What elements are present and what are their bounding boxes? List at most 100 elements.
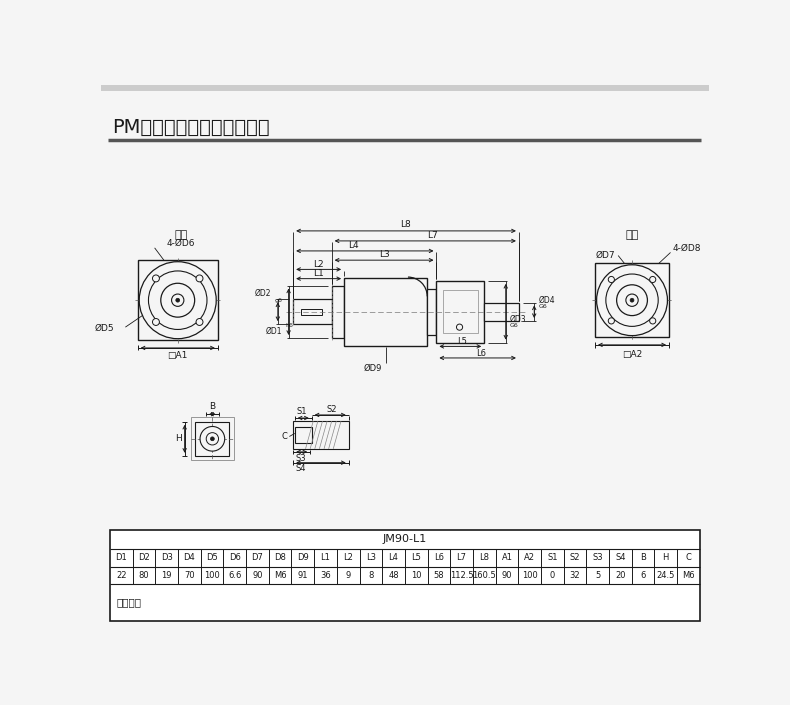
Text: L8: L8	[480, 553, 489, 563]
Text: 24.5: 24.5	[656, 571, 675, 580]
Bar	[293, 421, 348, 449]
Text: 10: 10	[411, 571, 422, 580]
Text: 4-ØD6: 4-ØD6	[166, 239, 194, 247]
Circle shape	[176, 298, 179, 302]
Text: □A2: □A2	[622, 350, 642, 359]
Circle shape	[457, 324, 463, 330]
Text: L6: L6	[434, 553, 444, 563]
Circle shape	[596, 265, 668, 336]
Text: H: H	[663, 553, 669, 563]
Text: S2: S2	[326, 405, 337, 414]
Text: L5: L5	[457, 337, 467, 346]
Text: A1: A1	[502, 553, 513, 563]
Bar	[110, 529, 700, 620]
Text: L7: L7	[457, 553, 467, 563]
Text: 70: 70	[184, 571, 194, 580]
Text: PM系列行星减速机标准尺寸: PM系列行星减速机标准尺寸	[112, 118, 270, 137]
Text: L1: L1	[321, 553, 330, 563]
Text: JM90-L1: JM90-L1	[382, 534, 427, 544]
Text: L8: L8	[401, 220, 411, 229]
Circle shape	[196, 275, 203, 282]
Text: ØD4: ØD4	[539, 295, 555, 305]
Text: S4: S4	[615, 553, 626, 563]
Circle shape	[606, 274, 658, 326]
Text: L4: L4	[389, 553, 398, 563]
Text: 19: 19	[161, 571, 172, 580]
Text: 160.5: 160.5	[472, 571, 496, 580]
Text: D7: D7	[251, 553, 263, 563]
Text: D3: D3	[160, 553, 173, 563]
Text: 客户定制: 客户定制	[116, 597, 141, 608]
Bar	[301, 309, 322, 315]
Text: S4: S4	[295, 465, 306, 473]
Bar	[427, 288, 436, 335]
Text: 6: 6	[641, 571, 645, 580]
Text: S3: S3	[295, 454, 307, 463]
Text: ØD2: ØD2	[255, 289, 272, 298]
Circle shape	[171, 294, 184, 307]
Text: 20: 20	[615, 571, 626, 580]
Circle shape	[617, 285, 648, 316]
Text: L3: L3	[366, 553, 376, 563]
Text: 输入: 输入	[626, 230, 638, 240]
Text: S1: S1	[296, 407, 307, 417]
Text: G6: G6	[539, 304, 547, 309]
Text: C: C	[686, 553, 691, 563]
Text: ØD9: ØD9	[363, 364, 382, 373]
Circle shape	[608, 318, 615, 324]
Text: L5: L5	[412, 553, 421, 563]
Circle shape	[196, 319, 203, 326]
Bar	[295, 427, 312, 443]
Text: D2: D2	[138, 553, 150, 563]
Text: 90: 90	[502, 571, 512, 580]
Text: ØD5: ØD5	[95, 324, 115, 333]
Circle shape	[152, 319, 160, 326]
Bar	[101, 85, 709, 91]
Circle shape	[608, 276, 615, 283]
Text: 0: 0	[550, 571, 555, 580]
Text: 6.6: 6.6	[228, 571, 242, 580]
Text: L2: L2	[343, 553, 353, 563]
Text: 32: 32	[570, 571, 581, 580]
Text: L6: L6	[476, 349, 486, 358]
Text: 80: 80	[139, 571, 149, 580]
Circle shape	[152, 275, 160, 282]
Bar	[595, 263, 669, 337]
Text: g6: g6	[275, 298, 283, 303]
Text: h6: h6	[285, 323, 293, 328]
Text: D4: D4	[183, 553, 195, 563]
Text: 输出: 输出	[175, 230, 188, 240]
Bar	[344, 278, 427, 345]
Text: 5: 5	[595, 571, 600, 580]
Text: B: B	[209, 402, 216, 411]
Text: L2: L2	[314, 259, 324, 269]
Text: 36: 36	[320, 571, 331, 580]
Circle shape	[210, 437, 214, 441]
Text: G6: G6	[510, 323, 518, 328]
Bar	[436, 281, 484, 343]
Text: 9: 9	[345, 571, 351, 580]
Text: 90: 90	[252, 571, 262, 580]
Text: □A1: □A1	[167, 351, 188, 360]
Circle shape	[200, 427, 224, 451]
Bar	[484, 302, 519, 321]
Text: L4: L4	[348, 241, 359, 250]
Text: A2: A2	[524, 553, 535, 563]
Text: 48: 48	[388, 571, 399, 580]
Circle shape	[649, 276, 656, 283]
Text: L3: L3	[378, 250, 389, 259]
Text: D6: D6	[229, 553, 241, 563]
Bar	[195, 422, 229, 455]
Circle shape	[626, 294, 638, 307]
Text: ØD1: ØD1	[266, 327, 283, 336]
Text: 112.5: 112.5	[450, 571, 473, 580]
Text: B: B	[640, 553, 646, 563]
Text: H: H	[175, 434, 182, 443]
Text: 22: 22	[116, 571, 126, 580]
Text: C: C	[281, 432, 287, 441]
Text: 4-ØD8: 4-ØD8	[672, 243, 701, 252]
Text: M6: M6	[274, 571, 287, 580]
Text: 100: 100	[204, 571, 220, 580]
Text: 8: 8	[368, 571, 374, 580]
Bar	[332, 286, 344, 338]
